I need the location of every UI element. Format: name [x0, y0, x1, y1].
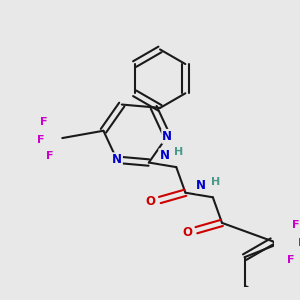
- Text: F: F: [286, 255, 294, 265]
- Text: H: H: [211, 177, 220, 187]
- Text: F: F: [298, 238, 300, 248]
- Text: F: F: [40, 117, 48, 127]
- Text: F: F: [46, 152, 53, 161]
- Text: O: O: [182, 226, 192, 238]
- Text: F: F: [292, 220, 299, 230]
- Text: O: O: [146, 195, 156, 208]
- Text: N: N: [112, 153, 122, 166]
- Text: N: N: [162, 130, 172, 143]
- Text: N: N: [196, 179, 206, 192]
- Text: H: H: [174, 147, 184, 157]
- Text: F: F: [37, 135, 44, 145]
- Text: N: N: [159, 149, 170, 162]
